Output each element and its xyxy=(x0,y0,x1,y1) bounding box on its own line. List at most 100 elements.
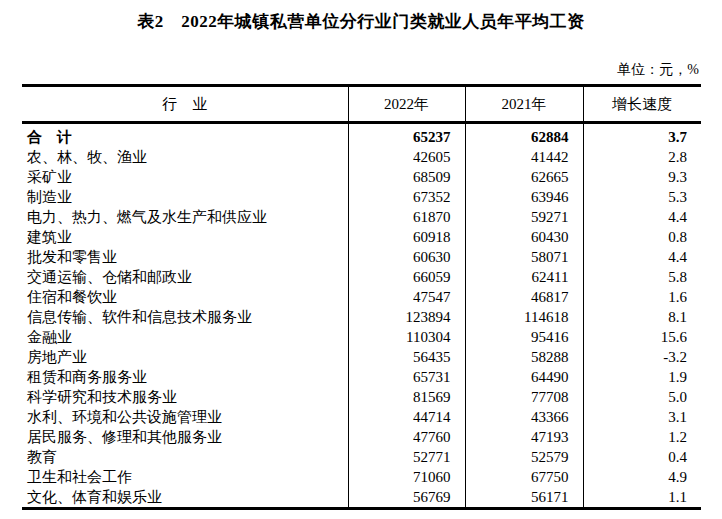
growth-cell: 3.7 xyxy=(583,123,701,148)
table-row: 文化、体育和娱乐业56769561711.1 xyxy=(22,487,701,509)
industry-cell: 租赁和商务服务业 xyxy=(22,367,348,387)
value-2021-cell: 77708 xyxy=(465,387,583,407)
value-2022-cell: 65237 xyxy=(348,123,465,148)
growth-cell: 8.1 xyxy=(583,307,701,327)
table-header: 行 业 2022年 2021年 增长速度 xyxy=(22,86,701,123)
value-2021-cell: 41442 xyxy=(465,147,583,167)
growth-cell: -3.2 xyxy=(583,347,701,367)
table-row: 交通运输、仓储和邮政业66059624115.8 xyxy=(22,267,701,287)
value-2022-cell: 56435 xyxy=(348,347,465,367)
value-2022-cell: 71060 xyxy=(348,467,465,487)
table-row: 房地产业5643558288-3.2 xyxy=(22,347,701,367)
industry-cell: 住宿和餐饮业 xyxy=(22,287,348,307)
column-header-2022: 2022年 xyxy=(348,86,465,123)
industry-cell: 采矿业 xyxy=(22,167,348,187)
value-2022-cell: 123894 xyxy=(348,307,465,327)
table-row: 科学研究和技术服务业81569777085.0 xyxy=(22,387,701,407)
industry-cell: 房地产业 xyxy=(22,347,348,367)
industry-cell: 水利、环境和公共设施管理业 xyxy=(22,407,348,427)
value-2022-cell: 68509 xyxy=(348,167,465,187)
industry-cell: 电力、热力、燃气及水生产和供应业 xyxy=(22,207,348,227)
value-2021-cell: 58071 xyxy=(465,247,583,267)
table-row: 制造业67352639465.3 xyxy=(22,187,701,207)
value-2022-cell: 47760 xyxy=(348,427,465,447)
table-row: 卫生和社会工作71060677504.9 xyxy=(22,467,701,487)
value-2021-cell: 62884 xyxy=(465,123,583,148)
industry-cell: 制造业 xyxy=(22,187,348,207)
value-2021-cell: 56171 xyxy=(465,487,583,509)
growth-cell: 4.4 xyxy=(583,247,701,267)
industry-cell: 交通运输、仓储和邮政业 xyxy=(22,267,348,287)
value-2021-cell: 63946 xyxy=(465,187,583,207)
industry-cell: 卫生和社会工作 xyxy=(22,467,348,487)
value-2022-cell: 56769 xyxy=(348,487,465,509)
value-2021-cell: 62665 xyxy=(465,167,583,187)
column-header-industry: 行 业 xyxy=(22,86,348,123)
value-2022-cell: 47547 xyxy=(348,287,465,307)
industry-cell: 科学研究和技术服务业 xyxy=(22,387,348,407)
unit-label: 单位：元，% xyxy=(22,60,701,84)
value-2022-cell: 42605 xyxy=(348,147,465,167)
industry-cell: 教育 xyxy=(22,447,348,467)
value-2022-cell: 66059 xyxy=(348,267,465,287)
value-2021-cell: 67750 xyxy=(465,467,583,487)
value-2021-cell: 114618 xyxy=(465,307,583,327)
document-page: 表2 2022年城镇私营单位分行业门类就业人员年平均工资 单位：元，% 行 业 … xyxy=(0,0,722,519)
industry-cell: 建筑业 xyxy=(22,227,348,247)
growth-cell: 1.1 xyxy=(583,487,701,509)
table-row: 住宿和餐饮业47547468171.6 xyxy=(22,287,701,307)
value-2022-cell: 44714 xyxy=(348,407,465,427)
growth-cell: 1.6 xyxy=(583,287,701,307)
value-2022-cell: 110304 xyxy=(348,327,465,347)
industry-cell: 合 计 xyxy=(22,123,348,148)
industry-cell: 信息传输、软件和信息技术服务业 xyxy=(22,307,348,327)
value-2022-cell: 81569 xyxy=(348,387,465,407)
value-2022-cell: 60630 xyxy=(348,247,465,267)
table-row: 水利、环境和公共设施管理业44714433663.1 xyxy=(22,407,701,427)
value-2022-cell: 65731 xyxy=(348,367,465,387)
value-2022-cell: 67352 xyxy=(348,187,465,207)
industry-cell: 金融业 xyxy=(22,327,348,347)
table-title: 表2 2022年城镇私营单位分行业门类就业人员年平均工资 xyxy=(0,9,722,35)
value-2021-cell: 46817 xyxy=(465,287,583,307)
industry-cell: 文化、体育和娱乐业 xyxy=(22,487,348,509)
value-2022-cell: 52771 xyxy=(348,447,465,467)
value-2022-cell: 60918 xyxy=(348,227,465,247)
value-2021-cell: 59271 xyxy=(465,207,583,227)
table-row: 电力、热力、燃气及水生产和供应业61870592714.4 xyxy=(22,207,701,227)
table-row: 租赁和商务服务业65731644901.9 xyxy=(22,367,701,387)
industry-cell: 批发和零售业 xyxy=(22,247,348,267)
table-row: 农、林、牧、渔业42605414422.8 xyxy=(22,147,701,167)
growth-cell: 3.1 xyxy=(583,407,701,427)
value-2021-cell: 95416 xyxy=(465,327,583,347)
growth-cell: 2.8 xyxy=(583,147,701,167)
growth-cell: 0.4 xyxy=(583,447,701,467)
industry-cell: 农、林、牧、渔业 xyxy=(22,147,348,167)
industry-cell: 居民服务、修理和其他服务业 xyxy=(22,427,348,447)
growth-cell: 9.3 xyxy=(583,167,701,187)
table-row: 教育52771525790.4 xyxy=(22,447,701,467)
column-header-growth: 增长速度 xyxy=(583,86,701,123)
column-header-2021: 2021年 xyxy=(465,86,583,123)
wage-table: 行 业 2022年 2021年 增长速度 合 计65237628843.7农、林… xyxy=(22,84,701,510)
value-2021-cell: 58288 xyxy=(465,347,583,367)
value-2021-cell: 60430 xyxy=(465,227,583,247)
table-row: 合 计65237628843.7 xyxy=(22,123,701,148)
growth-cell: 0.8 xyxy=(583,227,701,247)
value-2021-cell: 52579 xyxy=(465,447,583,467)
growth-cell: 4.4 xyxy=(583,207,701,227)
table-row: 建筑业60918604300.8 xyxy=(22,227,701,247)
growth-cell: 1.9 xyxy=(583,367,701,387)
header-row: 行 业 2022年 2021年 增长速度 xyxy=(22,86,701,123)
table-container: 单位：元，% 行 业 2022年 2021年 增长速度 合 计652376288… xyxy=(22,60,701,510)
table-row: 居民服务、修理和其他服务业47760471931.2 xyxy=(22,427,701,447)
value-2021-cell: 64490 xyxy=(465,367,583,387)
growth-cell: 15.6 xyxy=(583,327,701,347)
value-2021-cell: 47193 xyxy=(465,427,583,447)
table-row: 信息传输、软件和信息技术服务业1238941146188.1 xyxy=(22,307,701,327)
table-body: 合 计65237628843.7农、林、牧、渔业42605414422.8采矿业… xyxy=(22,123,701,509)
value-2021-cell: 62411 xyxy=(465,267,583,287)
value-2022-cell: 61870 xyxy=(348,207,465,227)
growth-cell: 5.8 xyxy=(583,267,701,287)
growth-cell: 4.9 xyxy=(583,467,701,487)
